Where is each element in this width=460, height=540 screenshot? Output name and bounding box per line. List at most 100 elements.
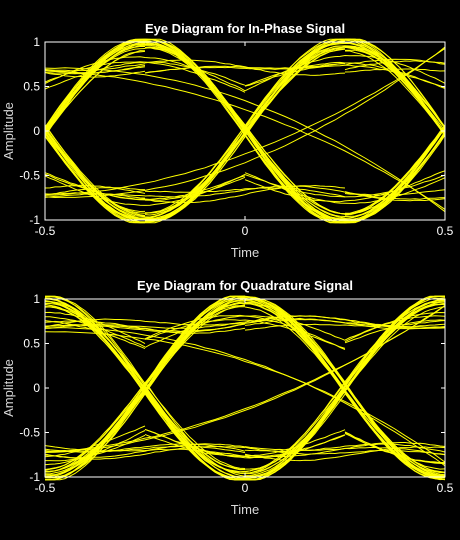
- eye-trace: [144, 46, 346, 216]
- eye-trace: [44, 311, 146, 345]
- quadrature-xlabel: Time: [231, 502, 259, 517]
- eye-trace: [44, 46, 145, 130]
- eye-trace: [44, 38, 145, 131]
- eye-trace: [344, 42, 446, 129]
- eye-trace: [244, 302, 446, 473]
- eye-trace: [244, 443, 446, 453]
- eye-trace: [344, 126, 446, 216]
- eye-trace: [44, 46, 446, 199]
- eye-trace: [44, 304, 246, 472]
- eye-trace: [344, 191, 446, 202]
- eye-trace: [44, 40, 246, 135]
- eye-trace: [345, 38, 446, 135]
- eye-trace: [44, 125, 146, 216]
- eye-trace: [244, 126, 446, 222]
- eye-trace: [44, 425, 146, 458]
- eye-trace: [44, 56, 246, 92]
- eye-trace: [244, 446, 446, 462]
- quadrature-traces: [44, 295, 446, 481]
- y-tick-label: -1: [29, 213, 40, 227]
- quadrature-ticks: -0.5 0 0.5-1-0.500.51: [19, 292, 453, 495]
- eye-trace: [44, 327, 446, 467]
- eye-trace: [44, 173, 246, 200]
- eye-trace: [244, 320, 446, 331]
- eye-trace: [244, 170, 446, 203]
- eye-trace: [145, 38, 345, 224]
- eye-trace: [45, 295, 245, 481]
- quadrature-eye-plot: -0.5 0 0.5-1-0.500.51 Eye Diagram for Quad…: [1, 278, 454, 517]
- eye-trace: [44, 305, 446, 453]
- eye-trace: [44, 187, 145, 196]
- in-phase-traces: [44, 38, 446, 224]
- eye-trace: [44, 65, 146, 75]
- eye-trace: [44, 445, 246, 454]
- eye-trace: [144, 184, 346, 204]
- eye-trace: [44, 320, 246, 335]
- eye-trace: [44, 298, 246, 478]
- eye-trace: [144, 47, 346, 215]
- eye-trace: [344, 311, 446, 343]
- eye-trace: [44, 67, 446, 213]
- eye-trace: [344, 126, 446, 214]
- eye-trace: [144, 47, 346, 215]
- eye-trace: [44, 321, 246, 330]
- in-phase-ylabel: Amplitude: [1, 102, 16, 160]
- x-tick-label: -0.5: [35, 224, 56, 238]
- y-tick-label: 0: [33, 124, 40, 138]
- eye-trace: [245, 295, 445, 481]
- x-tick-label: 0: [242, 481, 249, 495]
- eye-trace: [144, 62, 346, 74]
- in-phase-ticks: -0.5 0 0.5-1-0.500.51: [19, 35, 453, 238]
- y-tick-label: -0.5: [19, 169, 40, 183]
- eye-trace: [144, 40, 346, 222]
- quadrature-title: Eye Diagram for Quadrature Signal: [137, 278, 353, 293]
- eye-trace: [244, 317, 446, 330]
- eye-trace: [244, 45, 446, 136]
- quadrature-ylabel: Amplitude: [1, 359, 16, 417]
- eye-trace: [44, 193, 146, 198]
- eye-trace: [144, 59, 346, 76]
- in-phase-xlabel: Time: [231, 245, 259, 260]
- eye-trace: [44, 192, 146, 199]
- y-tick-label: 1: [33, 292, 40, 306]
- eye-trace: [44, 135, 146, 220]
- eye-trace: [244, 446, 446, 456]
- eye-trace: [144, 187, 346, 198]
- x-tick-label: -0.5: [35, 481, 56, 495]
- eye-trace: [44, 184, 146, 194]
- y-tick-label: -1: [29, 470, 40, 484]
- eye-trace: [44, 70, 146, 78]
- eye-trace: [144, 39, 346, 223]
- eye-trace: [44, 47, 446, 196]
- eye-trace: [344, 46, 446, 134]
- eye-trace: [344, 125, 446, 224]
- eye-trace: [44, 445, 246, 460]
- eye-trace: [245, 295, 445, 481]
- y-tick-label: 1: [33, 35, 40, 49]
- eye-trace: [244, 296, 446, 481]
- eye-trace: [144, 428, 346, 459]
- eye-trace: [144, 185, 346, 198]
- eye-trace: [244, 446, 446, 455]
- eye-trace: [44, 306, 246, 469]
- y-tick-label: 0.5: [23, 337, 40, 351]
- y-tick-label: 0.5: [23, 80, 40, 94]
- eye-trace: [44, 443, 246, 459]
- eye-trace: [44, 132, 145, 224]
- eye-trace: [45, 316, 146, 348]
- y-tick-label: 0: [33, 381, 40, 395]
- in-phase-title: Eye Diagram for In-Phase Signal: [145, 21, 345, 36]
- x-tick-label: 0.5: [437, 224, 454, 238]
- eye-trace: [44, 331, 446, 463]
- in-phase-eye-plot: -0.5 0 0.5-1-0.500.51 Eye Diagram for In-P…: [1, 21, 454, 260]
- y-tick-label: -0.5: [19, 426, 40, 440]
- eye-trace: [244, 54, 446, 92]
- eye-trace: [344, 60, 446, 71]
- eye-trace: [44, 69, 446, 210]
- eye-trace: [344, 68, 446, 73]
- x-tick-label: 0.5: [437, 481, 454, 495]
- eye-trace: [44, 297, 246, 480]
- eye-trace: [44, 430, 146, 466]
- eye-trace: [345, 50, 446, 135]
